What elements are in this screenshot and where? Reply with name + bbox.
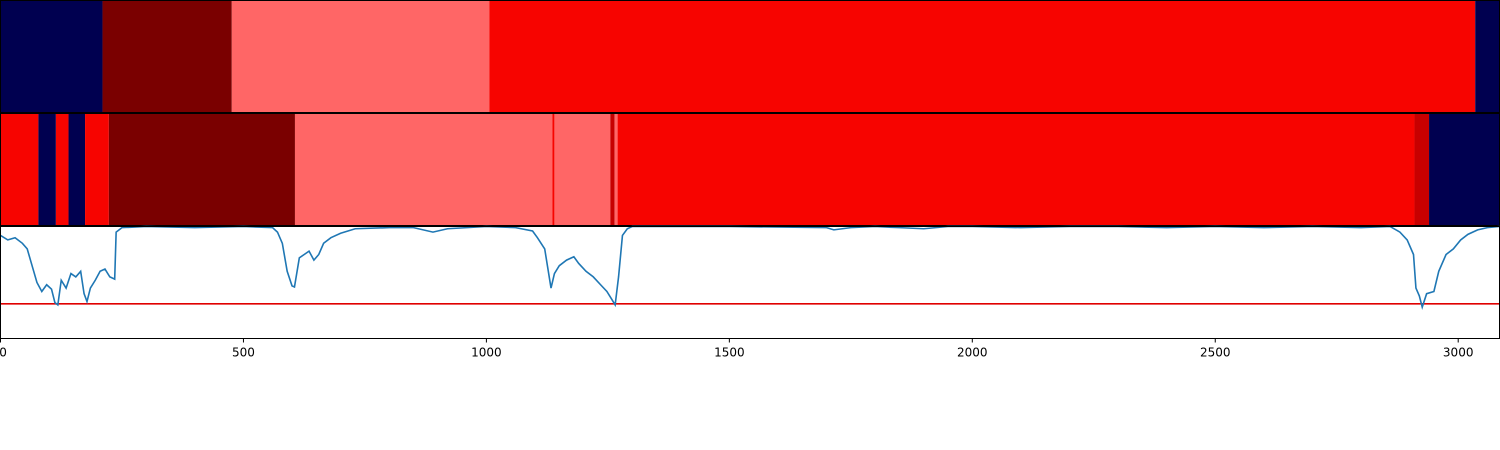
x-tick-label-0: 0: [0, 346, 7, 360]
track-2-segment-13: [1414, 113, 1430, 226]
x-tick-label-1000: 1000: [471, 346, 502, 360]
track-1-segment-3: [231, 0, 490, 113]
track-2-segment-6: [108, 113, 295, 226]
segmentation-track-2: [0, 113, 1500, 226]
track-2-segment-5: [85, 113, 109, 226]
track-1-segment-4: [489, 0, 1476, 113]
track-2-segment-8: [552, 113, 555, 226]
line-panel-frame: [0, 226, 1500, 339]
series-line: [0, 225, 1500, 310]
track-2-segment-3: [55, 113, 69, 226]
line-panel: [0, 225, 1500, 310]
x-tick-label-500: 500: [232, 346, 255, 360]
x-tick-label-1500: 1500: [714, 346, 745, 360]
track-2-segment-10: [610, 113, 615, 226]
track-2-segment-12: [617, 113, 1415, 226]
track-2-segment-14: [1429, 113, 1500, 226]
track-2-segment-1: [0, 113, 39, 226]
x-tick-label-2500: 2500: [1200, 346, 1231, 360]
x-tick-label-3000: 3000: [1443, 346, 1474, 360]
x-tick-label-2000: 2000: [957, 346, 988, 360]
track-2-segment-4: [68, 113, 86, 226]
segmentation-track-1: [0, 0, 1500, 113]
track-1-segment-1: [0, 0, 103, 113]
track-1-segment-2: [102, 0, 232, 113]
track-1-segment-5: [1475, 0, 1500, 113]
x-axis: 0 500 1000 1500 2000 2500 3000: [0, 338, 1474, 360]
track-2-segment-7: [294, 113, 553, 226]
track-2-segment-11: [614, 113, 618, 226]
track-2-segment-9: [554, 113, 611, 226]
track-2-segment-2: [38, 113, 56, 226]
